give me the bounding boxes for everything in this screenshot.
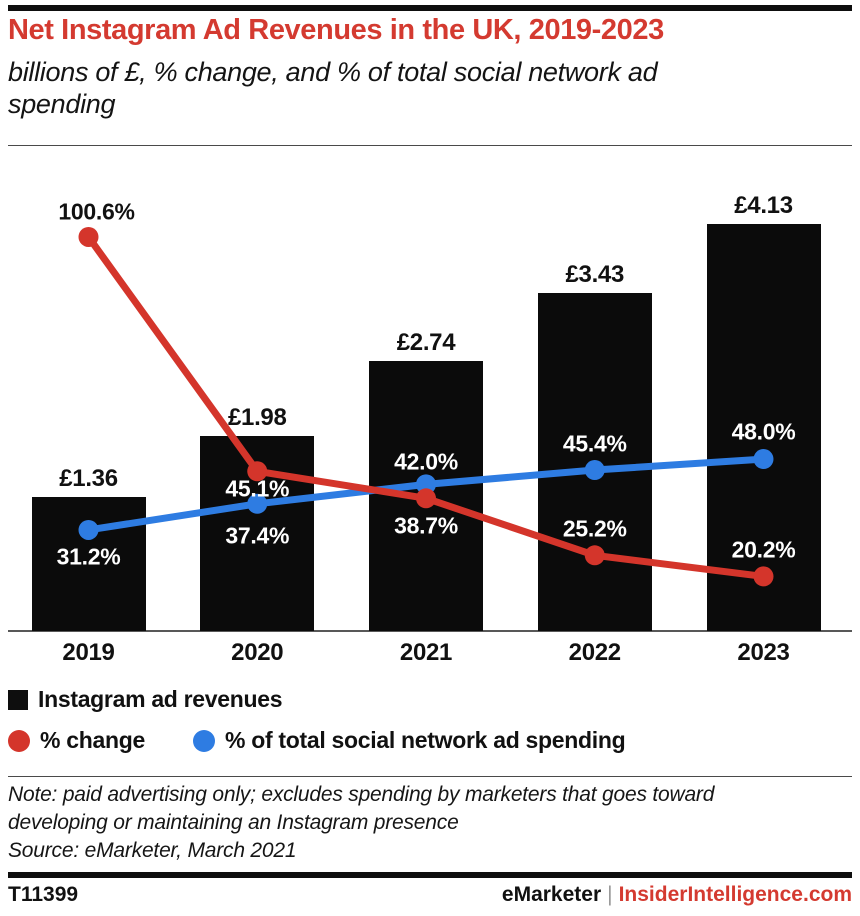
- insider-intelligence-link: InsiderIntelligence.com: [618, 883, 852, 906]
- source-text: Source: eMarketer, March 2021: [8, 839, 297, 862]
- emarketer-logo: eMarketer: [501, 883, 602, 906]
- pct-change-label: 45.1%: [225, 475, 290, 502]
- brand-separator: |: [607, 883, 613, 906]
- legend-row-lines: % change % of total social network ad sp…: [8, 727, 626, 754]
- share-label: 37.4%: [225, 522, 290, 549]
- bar-value-label: £3.43: [565, 260, 625, 288]
- bar-value-label: £1.98: [227, 403, 287, 431]
- note-text: Note: paid advertising only; excludes sp…: [8, 783, 715, 834]
- legend-pct-change-label: % change: [40, 727, 145, 753]
- revenue-bar: [537, 292, 652, 631]
- bottom-rule: [8, 872, 852, 878]
- pct-change-label: 100.6%: [58, 198, 135, 225]
- pct-change-swatch-icon: [8, 729, 30, 752]
- share-label: 42.0%: [394, 448, 458, 475]
- revenue-bar: [369, 360, 483, 631]
- share-label: 45.4%: [562, 430, 627, 457]
- bar-value-label: £4.13: [734, 191, 793, 219]
- share-label: 48.0%: [731, 418, 796, 445]
- notes-block: Note: paid advertising only; excludes sp…: [8, 781, 808, 865]
- x-axis-label: 2019: [62, 639, 115, 666]
- bar-value-label: £2.74: [396, 328, 456, 356]
- brand-lockup: eMarketer | InsiderIntelligence.com: [502, 883, 852, 907]
- pct-change-point: [78, 226, 99, 247]
- x-axis-line: [8, 630, 852, 632]
- pct-change-label: 38.7%: [394, 512, 458, 539]
- x-axis-label: 2022: [568, 639, 622, 666]
- x-axis-label: 2023: [737, 639, 790, 666]
- x-axis-label: 2020: [231, 639, 284, 666]
- bar-value-label: £1.36: [59, 464, 118, 492]
- share-label: 31.2%: [56, 543, 121, 570]
- bar-swatch-icon: [8, 689, 28, 710]
- top-rule: [8, 5, 852, 11]
- pct-change-label: 20.2%: [731, 536, 796, 563]
- chart-subtitle: billions of £, % change, and % of total …: [8, 57, 658, 119]
- chart-title: Net Instagram Ad Revenues in the UK, 201…: [8, 14, 664, 46]
- chart-area: £1.36 £1.98 £2.74 £3.43 £4.13 100.6% 45.1% 38.7…: [0, 150, 860, 670]
- legend-share-label: % of total social network ad spending: [224, 727, 626, 753]
- chart-id: T11399: [8, 883, 79, 906]
- footer-divider: [8, 776, 852, 777]
- legend-bar-label: Instagram ad revenues: [38, 686, 283, 712]
- header-divider: [8, 145, 852, 146]
- pct-change-label: 25.2%: [562, 515, 627, 542]
- share-swatch-icon: [192, 729, 215, 752]
- legend-row-bars: Instagram ad revenues: [8, 686, 283, 713]
- x-axis-label: 2021: [399, 639, 453, 666]
